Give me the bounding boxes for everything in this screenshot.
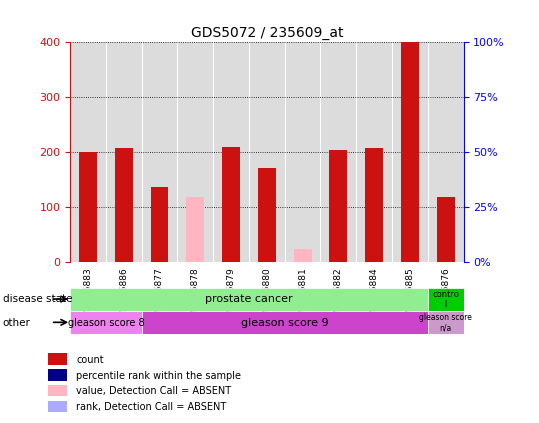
Bar — [186, 198, 204, 262]
Bar — [79, 152, 97, 262]
Text: value, Detection Call = ABSENT: value, Detection Call = ABSENT — [77, 387, 231, 396]
Bar — [428, 288, 464, 311]
Bar — [329, 150, 347, 262]
Bar — [70, 311, 142, 334]
Bar — [142, 311, 428, 334]
Text: prostate cancer: prostate cancer — [205, 294, 293, 304]
Text: disease state: disease state — [3, 294, 72, 305]
Bar — [115, 148, 133, 262]
Bar — [365, 148, 383, 262]
Text: percentile rank within the sample: percentile rank within the sample — [77, 371, 241, 381]
Bar — [150, 187, 169, 262]
Text: gleason score 8: gleason score 8 — [67, 318, 144, 327]
Bar — [401, 42, 419, 262]
Text: count: count — [77, 355, 104, 365]
Bar — [294, 248, 312, 262]
Title: GDS5072 / 235609_at: GDS5072 / 235609_at — [191, 26, 343, 40]
Text: rank, Detection Call = ABSENT: rank, Detection Call = ABSENT — [77, 402, 226, 412]
Text: contro
l: contro l — [432, 290, 459, 309]
Bar — [48, 385, 67, 396]
Bar — [48, 353, 67, 365]
Text: other: other — [3, 318, 31, 328]
Bar — [222, 147, 240, 262]
Bar — [258, 168, 276, 262]
Bar — [48, 369, 67, 381]
Text: gleason score
n/a: gleason score n/a — [419, 313, 472, 332]
Bar — [48, 401, 67, 412]
Bar — [437, 198, 454, 262]
Bar — [428, 311, 464, 334]
Text: gleason score 9: gleason score 9 — [241, 318, 328, 327]
